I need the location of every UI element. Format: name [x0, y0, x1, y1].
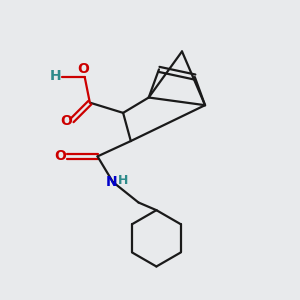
Text: H: H	[50, 69, 61, 83]
Text: O: O	[54, 149, 66, 164]
Text: N: N	[106, 175, 117, 189]
Text: H: H	[118, 174, 128, 187]
Text: O: O	[60, 114, 72, 128]
Text: O: O	[77, 62, 89, 76]
